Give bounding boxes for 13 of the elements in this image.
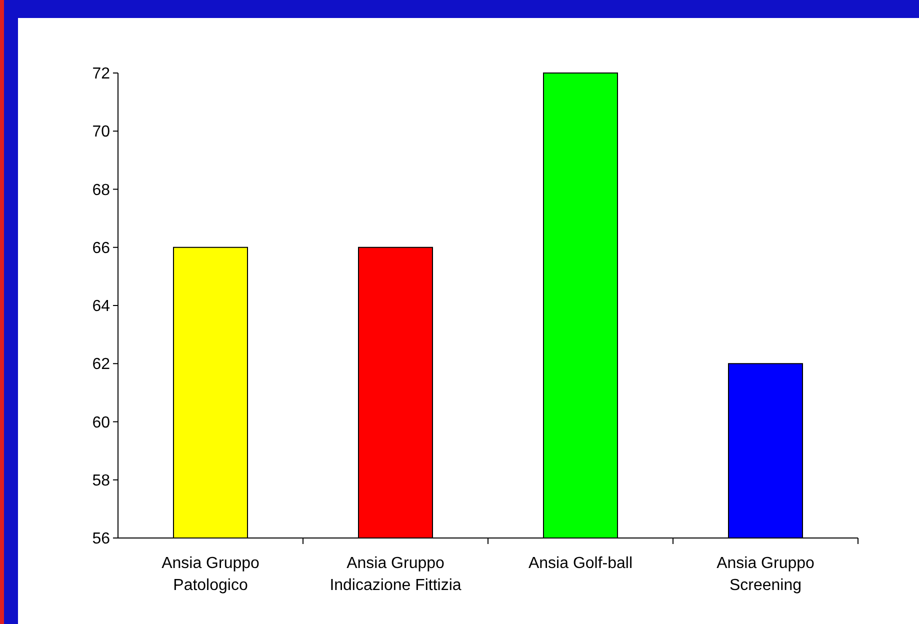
y-tick-label: 70 (92, 124, 110, 141)
y-tick-label: 60 (92, 414, 110, 432)
y-tick-label: 58 (92, 472, 110, 490)
y-tick-label: 66 (92, 240, 110, 257)
x-tick-label: Ansia Gruppo Screening (716, 555, 815, 594)
y-tick-label: 62 (92, 356, 110, 374)
y-tick-label: 72 (92, 66, 110, 83)
y-tick-label: 64 (92, 298, 110, 316)
y-tick-label: 68 (92, 182, 110, 199)
x-tick-label: Ansia Golf-ball (528, 555, 633, 572)
x-tick-label: Ansia Gruppo Patologico (162, 555, 260, 594)
x-tick-label: Ansia Gruppo Indicazione Fittizia (330, 555, 462, 594)
y-tick-label: 56 (92, 530, 110, 548)
